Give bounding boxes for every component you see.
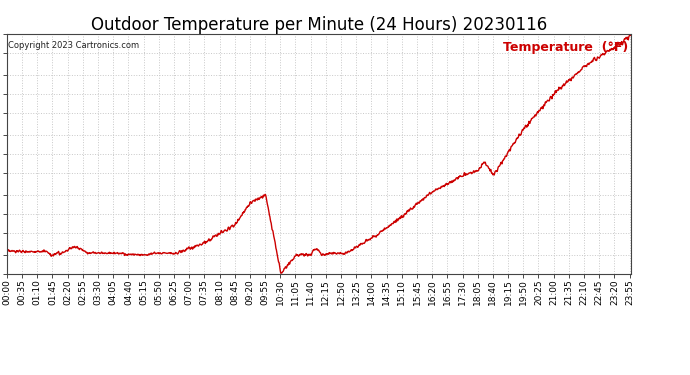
Text: Temperature  (°F): Temperature (°F) bbox=[503, 41, 628, 54]
Title: Outdoor Temperature per Minute (24 Hours) 20230116: Outdoor Temperature per Minute (24 Hours… bbox=[91, 16, 547, 34]
Text: Copyright 2023 Cartronics.com: Copyright 2023 Cartronics.com bbox=[8, 41, 139, 50]
